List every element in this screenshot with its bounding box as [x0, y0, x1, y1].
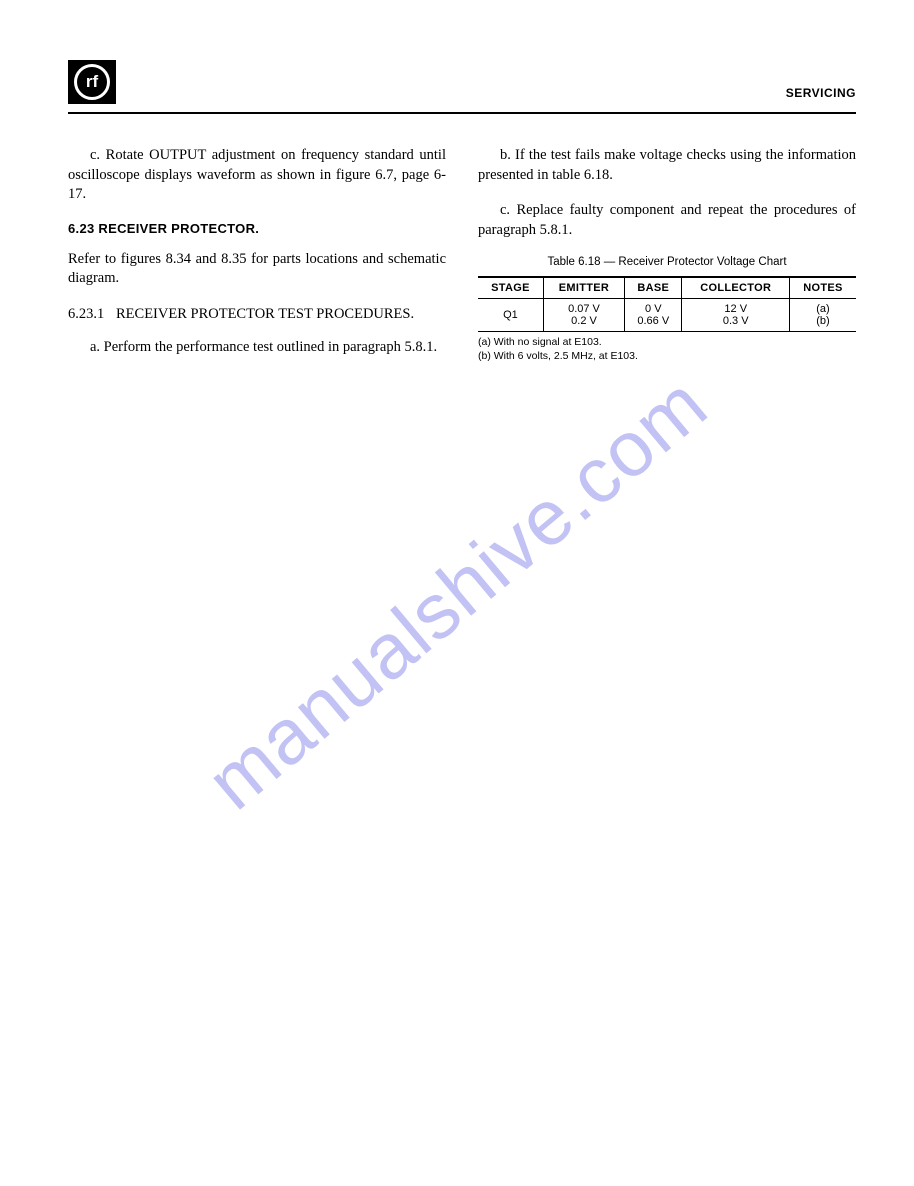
rf-logo-text: rf: [74, 64, 110, 100]
subsection-6-23-1-heading: 6.23.1 RECEIVER PROTECTOR TEST PROCEDURE…: [68, 305, 446, 325]
right-column: b. If the test fails make voltage checks…: [478, 146, 856, 374]
col-emitter: EMITTER: [543, 277, 624, 299]
col-collector: COLLECTOR: [682, 277, 790, 299]
two-column-layout: c. Rotate OUTPUT adjustment on frequency…: [68, 146, 856, 374]
col-notes: NOTES: [789, 277, 856, 299]
col-base: BASE: [625, 277, 682, 299]
rf-logo: rf: [68, 60, 116, 104]
header-rule: [68, 112, 856, 114]
table-footnotes: (a) With no signal at E103. (b) With 6 v…: [478, 336, 856, 363]
header-section-label: SERVICING: [786, 86, 856, 104]
section-6-23-heading: 6.23 RECEIVER PROTECTOR.: [68, 221, 446, 236]
subsection-number: 6.23.1: [68, 305, 116, 325]
para-c-replace: c. Replace faulty component and repeat t…: [478, 201, 856, 240]
table-6-18-caption: Table 6.18 — Receiver Protector Voltage …: [478, 256, 856, 268]
refer-figures-para: Refer to figures 8.34 and 8.35 for parts…: [68, 250, 446, 289]
footnote-a: (a) With no signal at E103.: [478, 336, 856, 350]
page-header: rf SERVICING: [68, 60, 856, 104]
footnote-b: (b) With 6 volts, 2.5 MHz, at E103.: [478, 350, 856, 364]
cell-base: 0 V0.66 V: [625, 299, 682, 332]
subsection-title: RECEIVER PROTECTOR TEST PROCEDURES.: [116, 305, 446, 325]
table-row: Q1 0.07 V0.2 V 0 V0.66 V 12 V0.3 V (a)(b…: [478, 299, 856, 332]
col-stage: STAGE: [478, 277, 543, 299]
para-b-test-fails: b. If the test fails make voltage checks…: [478, 146, 856, 185]
table-header-row: STAGE EMITTER BASE COLLECTOR NOTES: [478, 277, 856, 299]
cell-emitter: 0.07 V0.2 V: [543, 299, 624, 332]
para-a-perform: a. Perform the performance test outlined…: [68, 338, 446, 358]
left-column: c. Rotate OUTPUT adjustment on frequency…: [68, 146, 446, 374]
voltage-chart-table: STAGE EMITTER BASE COLLECTOR NOTES Q1 0.…: [478, 276, 856, 332]
cell-collector: 12 V0.3 V: [682, 299, 790, 332]
para-c-rotate: c. Rotate OUTPUT adjustment on frequency…: [68, 146, 446, 205]
cell-stage: Q1: [478, 299, 543, 332]
cell-notes: (a)(b): [789, 299, 856, 332]
page-content: rf SERVICING c. Rotate OUTPUT adjustment…: [0, 0, 914, 434]
